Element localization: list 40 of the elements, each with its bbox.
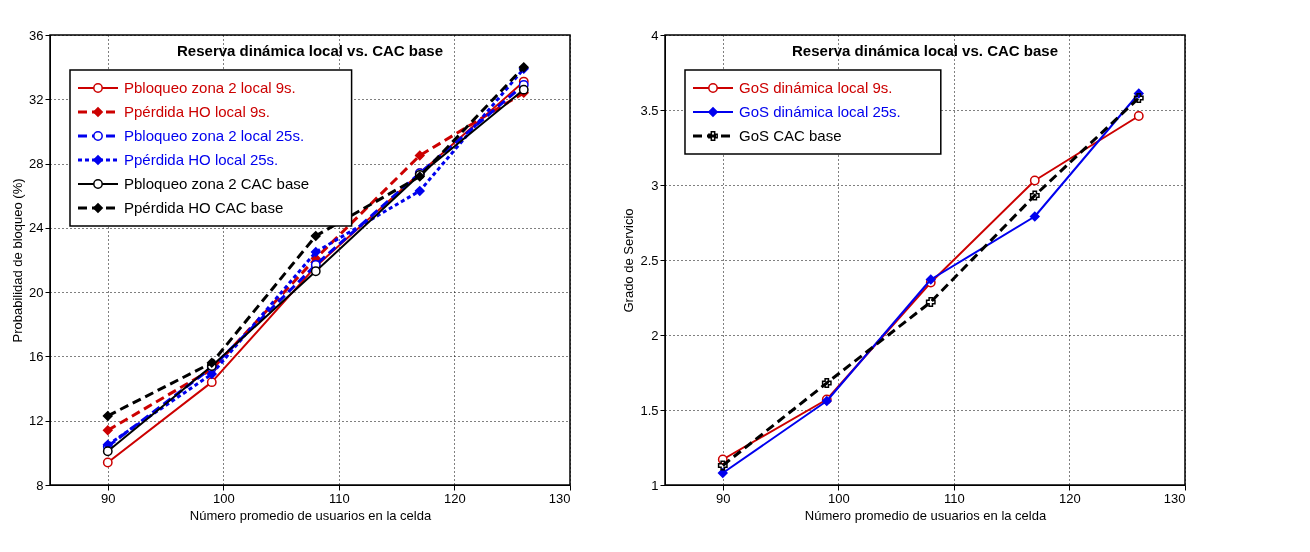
y-axis-title: Probabilidad de bloqueo (%) bbox=[10, 178, 26, 343]
legend-label: Ppérdida HO CAC base bbox=[124, 199, 284, 216]
legend-label: GoS dinámica local 9s. bbox=[739, 79, 893, 96]
y-tick-label: 3 bbox=[651, 177, 659, 193]
y-tick-label: 2 bbox=[651, 327, 659, 343]
legend-label: Ppérdida HO local 9s. bbox=[124, 103, 270, 120]
y-tick-label: 4 bbox=[651, 27, 659, 43]
legend-label: GoS dinámica local 25s. bbox=[739, 103, 901, 120]
y-tick-label: 3.5 bbox=[640, 102, 659, 118]
x-tick-label: 90 bbox=[716, 490, 731, 506]
y-tick-label: 1 bbox=[651, 477, 659, 493]
y-tick-label: 36 bbox=[29, 27, 44, 43]
chart-title: Reserva dinámica local vs. CAC base bbox=[792, 42, 1058, 59]
y-axis-title: Grado de Servicio bbox=[621, 208, 637, 313]
legend-label: GoS CAC base bbox=[739, 127, 842, 144]
y-tick-label: 28 bbox=[29, 156, 44, 172]
y-tick-label: 32 bbox=[29, 91, 44, 107]
y-tick-label: 2.5 bbox=[640, 252, 659, 268]
x-tick-label: 130 bbox=[548, 490, 571, 506]
legend-label: Pbloqueo zona 2 local 25s. bbox=[124, 127, 305, 144]
y-tick-label: 8 bbox=[36, 477, 44, 493]
x-tick-label: 130 bbox=[1163, 490, 1186, 506]
x-tick-label: 110 bbox=[944, 490, 965, 506]
x-tick-label: 120 bbox=[1059, 490, 1081, 506]
y-tick-label: 20 bbox=[29, 284, 44, 300]
x-tick-label: 100 bbox=[827, 490, 850, 506]
x-tick-label: 120 bbox=[444, 490, 466, 506]
legend-label: Pbloqueo zona 2 local 9s. bbox=[124, 79, 296, 96]
y-tick-label: 12 bbox=[29, 413, 44, 429]
x-tick-label: 100 bbox=[212, 490, 235, 506]
x-tick-label: 110 bbox=[329, 490, 350, 506]
legend-label: Ppérdida HO local 25s. bbox=[124, 151, 279, 168]
x-axis-title: Número promedio de usuarios en la celda bbox=[804, 507, 1047, 523]
chart-title: Reserva dinámica local vs. CAC base bbox=[177, 42, 443, 59]
x-tick-label: 90 bbox=[101, 490, 116, 506]
y-tick-label: 1.5 bbox=[640, 402, 659, 418]
x-axis-title: Número promedio de usuarios en la celda bbox=[189, 507, 432, 523]
legend-label: Pbloqueo zona 2 CAC base bbox=[124, 175, 310, 192]
y-tick-label: 24 bbox=[29, 220, 44, 236]
y-tick-label: 16 bbox=[29, 348, 44, 364]
